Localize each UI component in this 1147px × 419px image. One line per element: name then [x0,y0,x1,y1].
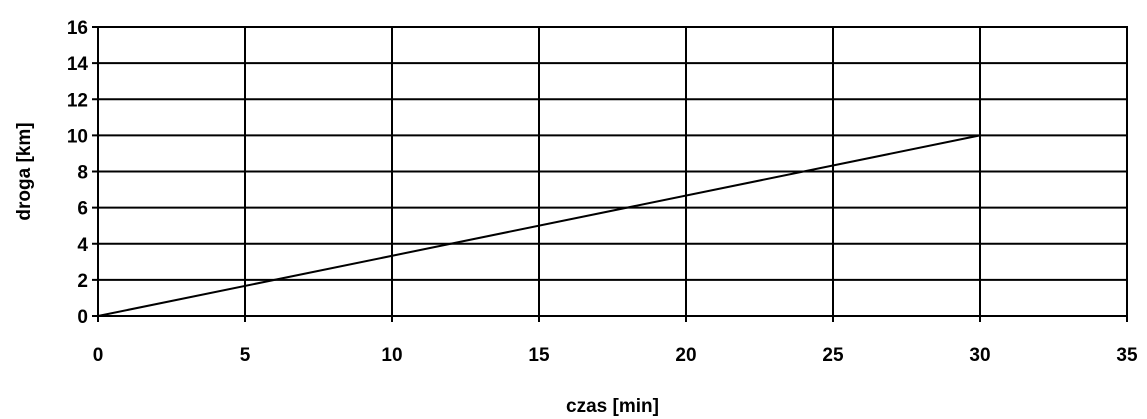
x-tick-label-15: 15 [528,345,550,366]
plot-area-frame [97,26,1128,317]
vertical-gridlines [97,27,1128,322]
x-tick-label-0: 0 [93,345,104,366]
y-tick-label-10: 10 [67,126,88,147]
x-axis-tick-labels: 0 5 10 15 20 25 30 35 [93,345,1138,366]
x-tick-label-5: 5 [240,345,251,366]
y-tick-label-14: 14 [67,54,89,75]
y-tick-label-6: 6 [77,199,88,220]
x-tick-label-30: 30 [969,345,990,366]
y-axis-label: droga [km] [14,122,35,220]
x-tick-label-25: 25 [822,345,844,366]
x-tick-label-10: 10 [381,345,402,366]
x-tick-label-35: 35 [1116,345,1138,366]
y-tick-label-8: 8 [77,163,88,184]
series-line-0 [97,134,981,317]
y-axis-tick-labels: 0 2 4 6 8 10 12 14 16 [67,18,89,328]
y-tick-label-0: 0 [77,307,88,328]
horizontal-gridlines [92,26,1127,317]
y-tick-label-4: 4 [77,235,88,256]
x-axis-label: czas [min] [566,396,659,417]
y-tick-label-16: 16 [67,18,88,39]
y-tick-label-12: 12 [67,90,88,111]
y-tick-label-2: 2 [77,271,88,292]
x-tick-label-20: 20 [675,345,696,366]
series-layer [97,134,981,317]
